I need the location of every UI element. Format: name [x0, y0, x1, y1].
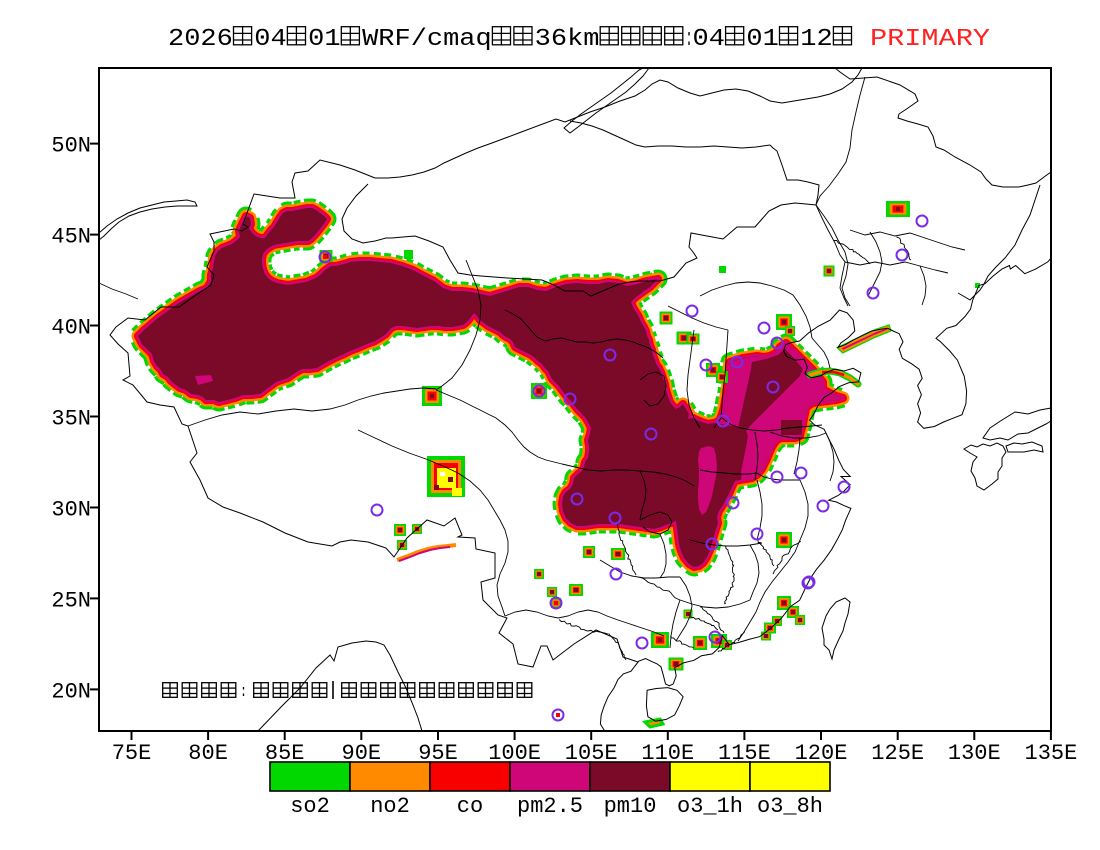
svg-text:pm2.5: pm2.5	[517, 794, 583, 819]
svg-text:o3_1h: o3_1h	[677, 794, 743, 819]
svg-text:PRIMARY: PRIMARY	[870, 26, 990, 53]
svg-text:25N: 25N	[51, 588, 91, 613]
svg-text:35N: 35N	[51, 407, 91, 432]
svg-text:75E: 75E	[112, 741, 152, 766]
svg-text:30N: 30N	[51, 498, 91, 523]
svg-text:o3_8h: o3_8h	[757, 794, 823, 819]
svg-text:04: 04	[693, 26, 725, 53]
svg-text:80E: 80E	[188, 741, 228, 766]
svg-text:45N: 45N	[51, 225, 91, 250]
svg-text:12: 12	[800, 26, 832, 53]
svg-text:2026: 2026	[168, 26, 233, 53]
svg-text:135E: 135E	[1025, 741, 1078, 766]
svg-text:20N: 20N	[51, 679, 91, 704]
svg-text:40N: 40N	[51, 316, 91, 341]
svg-text::: :	[686, 26, 693, 53]
svg-text:WRF/cmaq: WRF/cmaq	[362, 26, 492, 53]
svg-text:04: 04	[254, 26, 286, 53]
svg-text:pm10: pm10	[604, 794, 657, 819]
svg-text::: :	[240, 683, 247, 702]
svg-text:125E: 125E	[871, 741, 924, 766]
svg-text:01: 01	[308, 26, 340, 53]
svg-text:50N: 50N	[51, 134, 91, 159]
svg-text:01: 01	[746, 26, 778, 53]
svg-text:no2: no2	[370, 794, 410, 819]
svg-text:130E: 130E	[948, 741, 1001, 766]
svg-text:co: co	[457, 794, 483, 819]
svg-text:so2: so2	[290, 794, 330, 819]
svg-text:36km: 36km	[535, 26, 600, 53]
